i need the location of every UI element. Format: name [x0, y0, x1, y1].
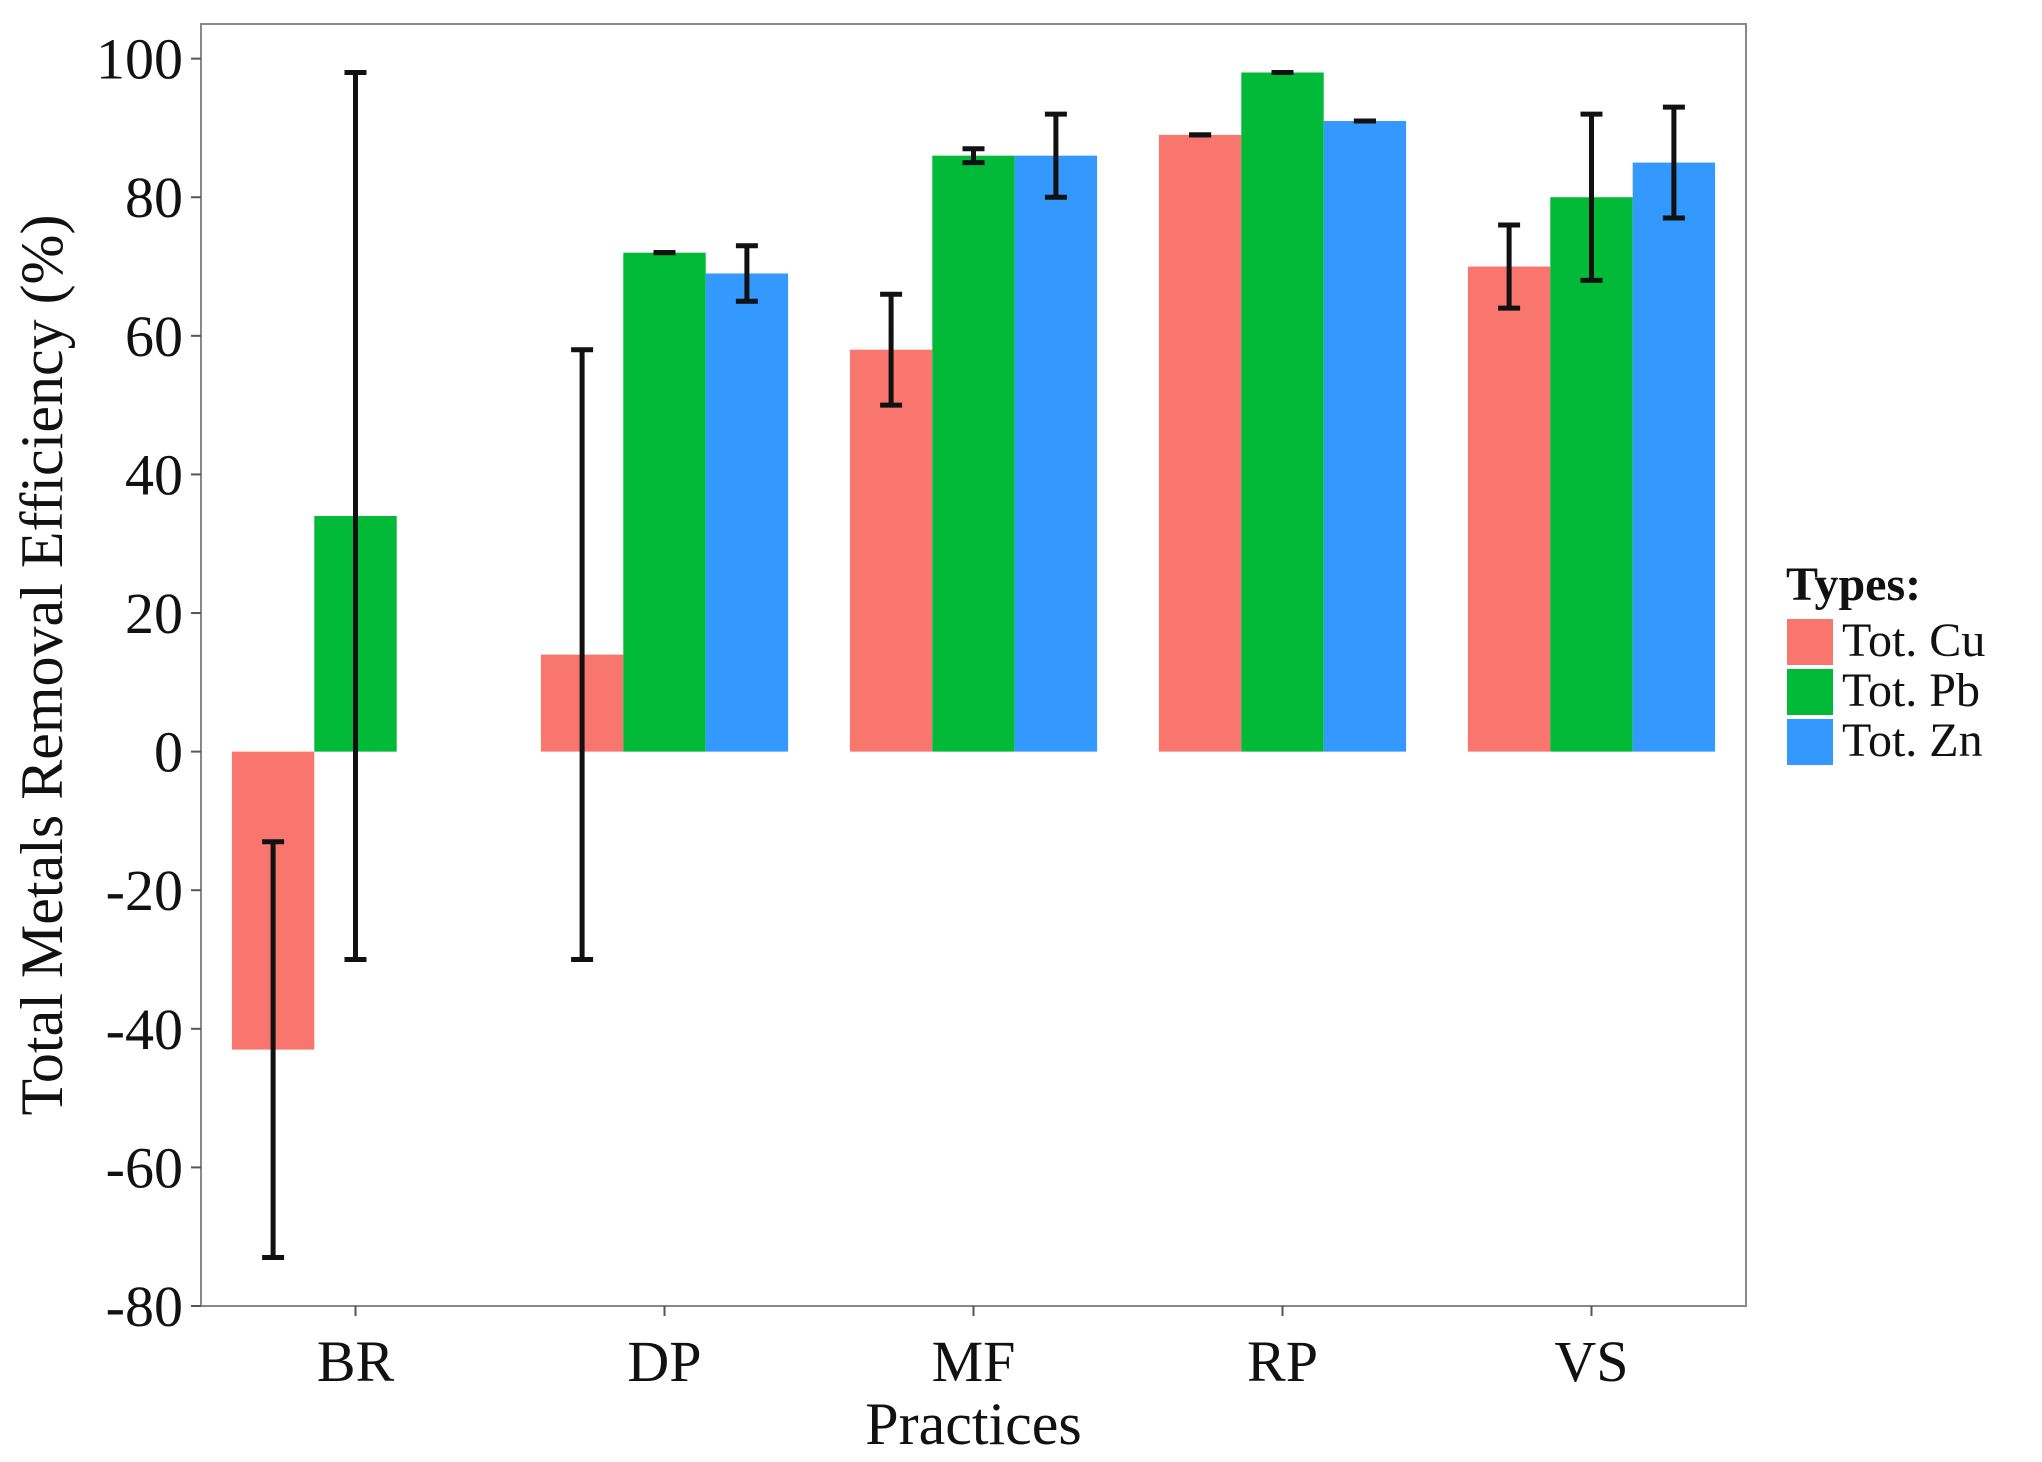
bar-rp-tot-zn — [1323, 121, 1407, 752]
bar-dp-tot-pb — [623, 252, 706, 752]
error-bar-vs-tot-cu — [1498, 222, 1521, 311]
bar-dp-tot-zn — [705, 273, 789, 752]
bar-rp-tot-pb — [1241, 72, 1324, 752]
bar-vs-tot-zn — [1632, 162, 1716, 752]
y-tick-label: -40 — [106, 997, 183, 1062]
error-bar-mf-tot-zn — [1044, 111, 1067, 200]
legend-label: Tot. Zn — [1842, 714, 1983, 767]
legend-swatch — [1785, 617, 1835, 667]
y-tick-label: -80 — [106, 1274, 183, 1339]
y-tick-label: -20 — [106, 858, 183, 923]
legend-item-tot-zn: Tot. Zn — [1785, 714, 1983, 767]
error-bar-mf-tot-cu — [880, 291, 903, 408]
error-bar-vs-tot-zn — [1662, 104, 1685, 221]
error-bar-dp-tot-zn — [735, 243, 758, 304]
bar-vs-tot-pb — [1550, 197, 1633, 752]
error-bar-dp-tot-cu — [571, 347, 594, 963]
y-tick-label: 60 — [125, 304, 183, 369]
y-axis: -80 -60 -40 -20 0 20 40 60 80 100 — [96, 27, 201, 1339]
legend-label: Tot. Pb — [1842, 664, 1980, 717]
legend-title: Types: — [1786, 558, 1921, 611]
legend-swatch — [1785, 667, 1835, 717]
legend-label: Tot. Cu — [1842, 614, 1985, 667]
y-tick-label: 20 — [125, 581, 183, 646]
bar-mf-tot-cu — [849, 349, 933, 752]
x-tick-label-br: BR — [317, 1329, 395, 1394]
y-tick-label: 40 — [125, 442, 183, 507]
bars-layer — [231, 72, 1716, 1050]
error-bars-layer — [262, 70, 1685, 1260]
error-bar-br-tot-cu — [262, 839, 285, 1260]
error-bar-br-tot-pb — [344, 70, 367, 963]
error-bar-vs-tot-pb — [1580, 111, 1603, 283]
x-tick-label-mf: MF — [932, 1329, 1016, 1394]
x-tick-label-dp: DP — [627, 1329, 701, 1394]
y-axis-title: Total Metals Removal Efficiency (%) — [9, 214, 75, 1115]
bar-vs-tot-cu — [1467, 266, 1551, 752]
x-tick-label-vs: VS — [1554, 1329, 1628, 1394]
y-tick-label: -60 — [106, 1135, 183, 1200]
x-axis: BR DP MF RP VS — [317, 1306, 1629, 1394]
bar-rp-tot-cu — [1158, 134, 1242, 752]
legend-item-tot-cu: Tot. Cu — [1785, 614, 1985, 667]
legend-swatch — [1785, 717, 1835, 767]
x-axis-title: Practices — [865, 1391, 1082, 1457]
bar-mf-tot-pb — [932, 155, 1015, 752]
x-tick-label-rp: RP — [1247, 1329, 1318, 1394]
bar-mf-tot-zn — [1014, 155, 1098, 752]
legend-item-tot-pb: Tot. Pb — [1785, 664, 1980, 717]
y-tick-label: 0 — [154, 720, 183, 785]
y-tick-label: 100 — [96, 27, 183, 92]
error-bar-mf-tot-pb — [962, 146, 985, 166]
y-tick-label: 80 — [125, 165, 183, 230]
